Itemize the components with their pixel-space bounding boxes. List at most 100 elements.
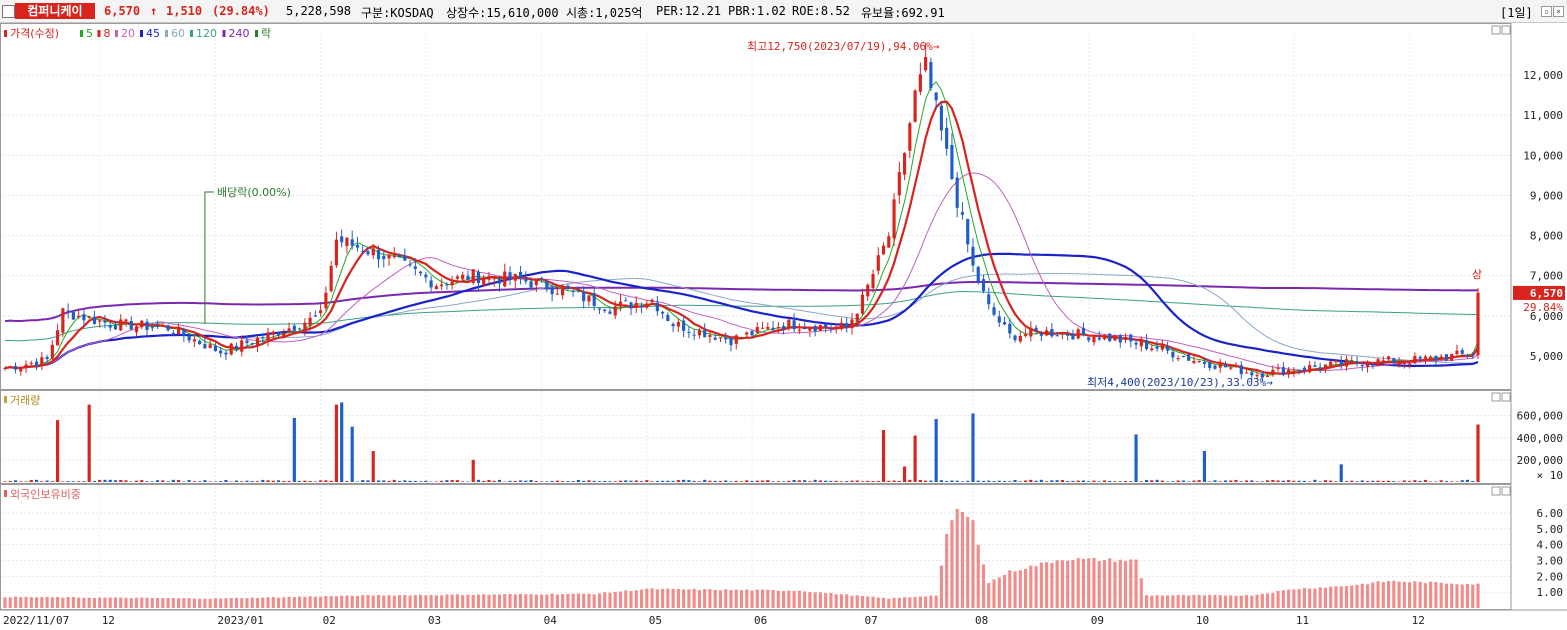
foreign-ratio-bar	[134, 597, 139, 608]
candle-body	[250, 343, 254, 345]
candle-body	[955, 177, 959, 208]
candle-body	[1292, 371, 1296, 373]
foreign-ratio-bar	[250, 597, 254, 608]
stock-name[interactable]: 컴퍼니케이	[15, 3, 95, 19]
foreign-ratio-bar	[282, 597, 286, 608]
foreign-ratio-bar	[1465, 583, 1470, 608]
volume-bar	[682, 479, 686, 482]
foreign-ratio-bar	[892, 597, 896, 608]
candle-body	[245, 340, 249, 343]
foreign-ratio-bar	[313, 596, 317, 608]
volume-bar	[1213, 480, 1217, 482]
foreign-ratio-bar	[1060, 560, 1064, 608]
foreign-ratio-bar	[450, 594, 454, 608]
candle-body	[282, 332, 286, 336]
candle-body	[918, 74, 922, 92]
foreign-ratio-bar	[1460, 584, 1464, 608]
foreign-ratio-bar	[1139, 578, 1143, 608]
volume-bar	[1060, 480, 1064, 482]
foreign-ratio-bar	[1318, 587, 1322, 608]
foreign-ratio-bar	[1255, 594, 1259, 608]
volume-bar	[929, 480, 933, 482]
volume-bar	[255, 481, 260, 482]
foreign-title: 외국인보유비중	[10, 488, 81, 501]
candle-body	[1460, 350, 1464, 354]
candle-body	[134, 326, 139, 333]
foreign-ratio-bar	[182, 598, 186, 608]
candle-body	[334, 239, 339, 266]
moving-averages	[4, 81, 1479, 376]
select-checkbox[interactable]	[2, 5, 15, 18]
candle-body	[566, 285, 570, 290]
foreign-ratio-bar	[255, 598, 260, 608]
volume-bar	[1202, 451, 1207, 482]
candle-body	[471, 269, 475, 283]
price-tick-label: 5,000	[1530, 350, 1563, 363]
foreign-ratio-bar	[608, 592, 612, 608]
ma-60-line	[4, 273, 1479, 369]
candle-body	[524, 278, 528, 282]
foreign-ratio-bar	[1002, 574, 1007, 608]
close-icon[interactable]: ×	[1553, 6, 1564, 17]
foreign-ratio-bar	[1008, 570, 1012, 608]
volume-bar	[1144, 479, 1149, 482]
foreign-ratio-bar	[1187, 595, 1191, 608]
foreign-ratio-bar	[413, 595, 417, 608]
volume-bar	[408, 480, 412, 482]
candle-body	[1313, 365, 1317, 367]
candle-body	[129, 321, 133, 330]
foreign-ratio-bar	[1397, 581, 1401, 608]
foreign-ratio-bar	[471, 594, 475, 608]
volume-bar	[1118, 481, 1122, 482]
foreign-tick-label: 3.00	[1537, 555, 1564, 568]
volume-bar	[624, 480, 628, 482]
volume-bar	[224, 479, 228, 482]
candle-body	[434, 286, 438, 290]
candle-body	[1476, 292, 1480, 356]
foreign-ratio-bar	[1429, 581, 1433, 608]
minimize-icon[interactable]: ▫	[1541, 6, 1552, 17]
volume-bar	[1192, 480, 1196, 482]
candle-body	[1192, 360, 1196, 364]
current-price: 6,570	[104, 4, 141, 18]
period-selector[interactable]: [1일]	[1500, 6, 1533, 20]
volume-bar	[361, 480, 365, 482]
candle-body	[729, 338, 733, 346]
volume-bar	[203, 480, 207, 482]
volume-bar	[776, 481, 780, 482]
x-tick-label: 02	[323, 614, 336, 627]
foreign-ratio-bar	[545, 594, 549, 608]
foreign-ratio-bar	[434, 595, 438, 608]
volume-bar	[766, 480, 770, 482]
candle-body	[797, 329, 801, 331]
foreign-ratio-bar	[87, 597, 91, 608]
foreign-ratio-bar	[603, 592, 607, 608]
candle-body	[718, 337, 723, 339]
foreign-ratio-bar	[350, 595, 354, 608]
foreign-ratio-bar	[661, 588, 665, 608]
foreign-ratio-bar	[3, 597, 7, 608]
volume-bar	[955, 480, 959, 482]
candle-body	[166, 325, 170, 331]
candle-body	[1155, 346, 1159, 349]
volume-bar	[124, 480, 128, 482]
volume-grid	[0, 415, 1511, 461]
volume-bar	[1376, 480, 1380, 482]
volume-bar	[887, 480, 891, 482]
candle-body	[945, 127, 949, 149]
volume-bar	[634, 480, 638, 482]
volume-bar	[1208, 481, 1212, 482]
candle-body	[103, 320, 107, 323]
volume-bar	[1002, 481, 1007, 482]
foreign-ratio-bar	[871, 596, 875, 608]
foreign-ratio-bar	[8, 597, 12, 608]
candle-body	[1034, 327, 1038, 331]
volume-bar	[324, 480, 328, 482]
volume-bar	[497, 479, 502, 482]
volume-bar	[177, 480, 181, 482]
candle-body	[350, 239, 354, 246]
candle-body	[629, 302, 633, 309]
volume-bar	[66, 481, 70, 482]
foreign-ratio-bar	[766, 589, 770, 608]
candle-body	[1218, 363, 1222, 368]
